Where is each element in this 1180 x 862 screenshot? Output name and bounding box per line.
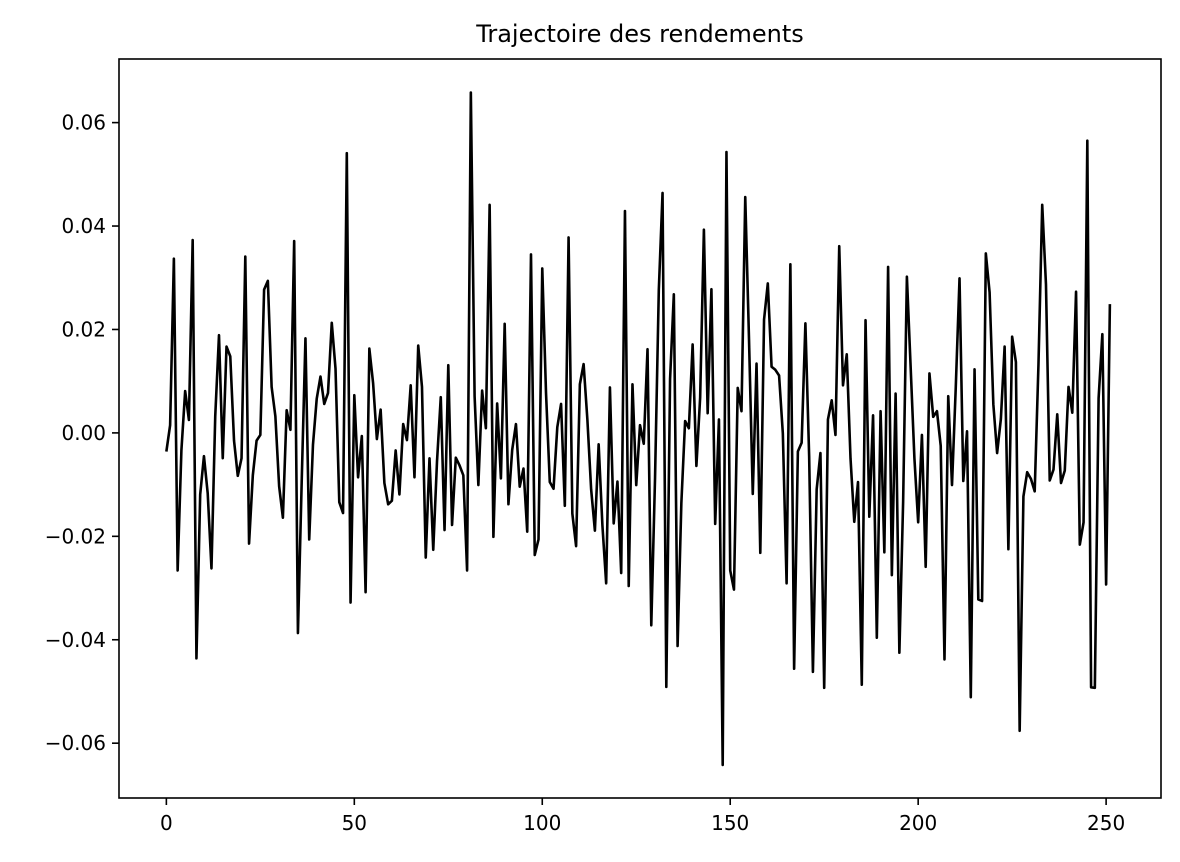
x-tick-label: 200: [899, 811, 937, 835]
y-tick-label: −0.04: [45, 628, 106, 652]
chart-title: Trajectoire des rendements: [475, 20, 804, 48]
x-tick-label: 50: [342, 811, 367, 835]
returns-line: [165, 91, 1112, 767]
y-tick-label: 0.02: [61, 317, 106, 341]
y-axis: −0.06 −0.04 −0.02 0.00 0.02 0.04 0.06: [45, 111, 119, 755]
y-tick-label: 0.06: [61, 111, 106, 135]
x-axis: 0 50 100 150 200 250: [160, 798, 1125, 835]
x-tick-label: 100: [523, 811, 561, 835]
x-tick-label: 250: [1087, 811, 1125, 835]
y-tick-label: −0.02: [45, 524, 106, 548]
y-tick-label: −0.06: [45, 731, 106, 755]
plot-area: [165, 91, 1112, 767]
x-tick-label: 150: [711, 811, 749, 835]
x-tick-label: 0: [160, 811, 173, 835]
axes-frame: [118, 58, 1162, 799]
y-tick-label: 0.04: [61, 214, 106, 238]
y-tick-label: 0.00: [61, 421, 106, 445]
